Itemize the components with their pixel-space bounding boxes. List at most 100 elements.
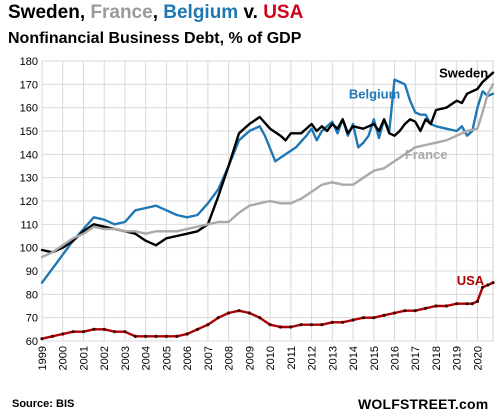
- usa-data-point: [185, 332, 189, 336]
- usa-data-point: [330, 320, 334, 324]
- usa-data-point: [92, 327, 96, 331]
- y-tick-label: 160: [20, 103, 38, 115]
- usa-data-point: [299, 323, 303, 327]
- usa-data-point: [351, 318, 355, 322]
- series-line-usa: [40, 281, 495, 340]
- y-tick-label: 130: [20, 173, 38, 185]
- usa-data-point: [175, 334, 179, 338]
- x-tick-label: 2001: [78, 346, 90, 370]
- series-label-sweden: Sweden: [439, 65, 488, 80]
- series-label-belgium: Belgium: [349, 86, 400, 101]
- y-tick-label: 120: [20, 196, 38, 208]
- usa-data-point: [372, 316, 376, 320]
- usa-data-point: [413, 309, 417, 313]
- usa-data-point: [481, 285, 485, 289]
- x-tick-label: 2005: [161, 346, 173, 370]
- source-note: Source: BIS: [12, 398, 75, 410]
- title-part: ,: [152, 2, 164, 23]
- y-tick-label: 70: [26, 313, 38, 325]
- x-tick-label: 2015: [369, 346, 381, 370]
- usa-data-point: [470, 302, 474, 306]
- usa-data-point: [289, 325, 293, 329]
- x-tick-label: 2013: [327, 346, 339, 370]
- usa-data-point: [216, 316, 220, 320]
- chart-subtitle: Nonfinancial Business Debt, % of GDP: [8, 30, 302, 47]
- usa-data-point: [475, 299, 480, 303]
- usa-data-point: [320, 323, 324, 327]
- x-tick-label: 1999: [37, 346, 49, 370]
- title-part: USA: [263, 2, 304, 23]
- y-tick-label: 90: [26, 266, 38, 278]
- title-part: v.: [238, 2, 264, 23]
- y-tick-label: 100: [20, 243, 38, 255]
- usa-data-point: [133, 334, 137, 338]
- x-tick-label: 2012: [307, 346, 319, 370]
- series-label-france: France: [405, 147, 448, 162]
- title-part: France: [90, 2, 153, 23]
- usa-data-point: [341, 320, 345, 324]
- usa-data-point: [164, 334, 169, 338]
- y-tick-label: 170: [20, 79, 38, 91]
- x-tick-label: 2018: [431, 346, 443, 370]
- usa-data-point: [50, 334, 54, 338]
- y-tick-label: 140: [20, 149, 38, 161]
- title-part: Belgium: [163, 2, 239, 23]
- y-tick-label: 180: [20, 56, 38, 68]
- brand-label: WOLFSTREET.com: [358, 396, 489, 412]
- usa-data-point: [424, 306, 428, 310]
- x-tick-label: 2009: [244, 346, 256, 370]
- x-tick-label: 2007: [203, 346, 215, 370]
- title-part: Sweden: [8, 2, 80, 23]
- series-line-sweden: [40, 71, 495, 254]
- x-tick-label: 2008: [224, 346, 236, 370]
- usa-data-point: [247, 311, 251, 315]
- usa-data-point: [144, 334, 148, 338]
- usa-data-point: [382, 313, 386, 317]
- usa-data-point: [392, 311, 397, 315]
- x-tick-label: 2011: [286, 346, 298, 370]
- usa-data-point: [361, 316, 366, 320]
- y-tick-label: 150: [20, 126, 38, 138]
- x-tick-label: 2017: [410, 346, 422, 370]
- chart-title: Sweden, France, Belgium v. USA: [8, 2, 303, 24]
- usa-data-point: [61, 332, 65, 336]
- usa-data-point: [455, 302, 459, 306]
- series-label-usa: USA: [457, 273, 485, 288]
- x-tick-label: 2014: [348, 346, 360, 370]
- x-tick-label: 2006: [182, 346, 194, 370]
- x-tick-label: 2020: [472, 346, 484, 370]
- usa-data-point: [465, 302, 469, 306]
- x-tick-label: 2004: [141, 346, 153, 370]
- usa-data-point: [206, 323, 210, 327]
- usa-data-point: [237, 309, 241, 313]
- usa-data-point: [112, 330, 117, 334]
- series-line-france: [40, 83, 495, 259]
- usa-data-point: [434, 304, 438, 308]
- x-tick-label: 2003: [120, 346, 132, 370]
- usa-data-point: [268, 323, 272, 327]
- usa-data-point: [278, 325, 283, 329]
- series-line-belgium: [40, 78, 495, 284]
- x-tick-label: 2019: [452, 346, 464, 370]
- usa-data-point: [403, 309, 407, 313]
- y-tick-label: 110: [20, 219, 38, 231]
- x-tick-label: 2010: [265, 346, 277, 370]
- usa-data-point: [102, 327, 106, 331]
- usa-data-point: [71, 330, 75, 334]
- usa-data-point: [123, 330, 127, 334]
- usa-data-point: [444, 304, 448, 308]
- usa-data-point: [309, 323, 314, 327]
- y-tick-label: 80: [26, 289, 38, 301]
- x-tick-label: 2002: [99, 346, 111, 370]
- x-tick-label: 2016: [390, 346, 402, 370]
- usa-data-point: [491, 281, 495, 285]
- usa-data-point: [258, 316, 262, 320]
- y-tick-label: 60: [26, 336, 38, 348]
- usa-data-point: [154, 334, 158, 338]
- usa-data-point: [40, 337, 44, 341]
- usa-data-point: [486, 283, 490, 287]
- x-tick-label: 2000: [58, 346, 70, 370]
- usa-data-point: [227, 311, 231, 315]
